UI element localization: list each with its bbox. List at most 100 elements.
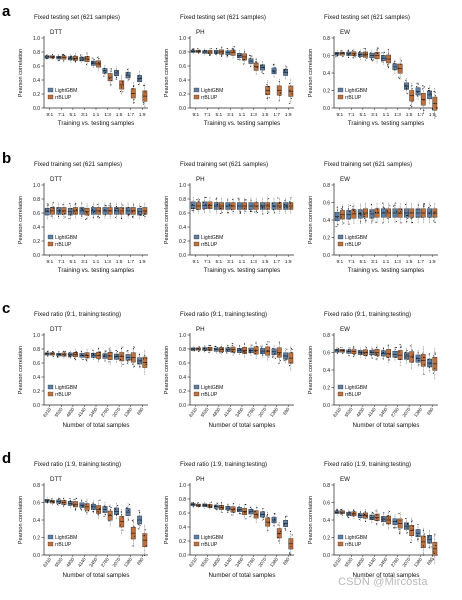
data-point: [104, 214, 106, 216]
data-point: [127, 214, 129, 216]
data-point: [348, 223, 350, 225]
data-point: [285, 358, 287, 360]
data-point: [364, 520, 367, 522]
x-axis-title: Training vs. testing samples: [204, 120, 280, 127]
data-point: [242, 58, 244, 61]
data-point: [137, 83, 139, 86]
data-point: [335, 53, 337, 55]
data-point: [363, 216, 365, 218]
x-tick-label: 2070: [257, 556, 267, 568]
data-point: [359, 56, 361, 58]
rrblup-box: [288, 197, 294, 215]
data-point: [91, 62, 93, 65]
data-point: [103, 67, 105, 69]
lightgbm-box: [236, 50, 242, 61]
data-point: [98, 61, 100, 64]
data-point: [256, 61, 258, 63]
data-point: [105, 506, 107, 508]
data-point: [422, 530, 424, 532]
data-point: [266, 515, 268, 517]
lightgbm-box: [114, 66, 119, 80]
rrblup-box: [207, 47, 213, 56]
data-point: [416, 82, 418, 84]
lightgbm-box: [427, 202, 433, 224]
data-point: [191, 204, 194, 206]
data-point: [245, 210, 247, 212]
data-point: [133, 210, 135, 212]
data-point: [289, 552, 291, 554]
x-tick-label: 9:1: [336, 259, 343, 265]
rrblup-box: [207, 197, 213, 214]
legend-swatch-lightgbm: [193, 534, 200, 540]
data-point: [198, 201, 200, 203]
y-tick-label: 0.8: [179, 197, 186, 203]
data-point: [347, 517, 349, 519]
data-point: [116, 355, 118, 357]
y-tick-label: 0.0: [33, 553, 40, 559]
data-point: [71, 208, 73, 210]
data-point: [228, 346, 230, 349]
data-point: [82, 355, 84, 357]
data-point: [143, 101, 145, 104]
rrblup-box: [420, 85, 426, 114]
data-point: [243, 58, 246, 61]
lightgbm-box: [213, 502, 219, 511]
rrblup-box: [119, 346, 125, 367]
data-point: [103, 515, 105, 517]
rrblup-box: [351, 48, 357, 59]
lightgbm-box: [271, 512, 277, 527]
data-point: [423, 356, 425, 358]
lightgbm-box: [283, 348, 289, 364]
y-tick-label: 0.0: [323, 553, 330, 559]
rrblup-box: [195, 502, 201, 509]
rrblup-box: [374, 202, 380, 224]
lightgbm-box: [90, 202, 96, 220]
data-point: [208, 344, 210, 347]
data-point: [375, 211, 377, 213]
data-point: [254, 61, 256, 63]
data-point: [231, 342, 233, 345]
legend-swatch-rrblup: [337, 94, 344, 100]
data-point: [353, 346, 355, 348]
legend-label-rrblup: rrBLUP: [201, 242, 218, 248]
data-point: [75, 209, 77, 211]
legend-swatch-rrblup: [47, 94, 54, 100]
lightgbm-box: [125, 349, 131, 365]
data-point: [398, 528, 400, 531]
data-point: [244, 51, 246, 53]
data-point: [114, 210, 117, 212]
lightgbm-box: [392, 202, 398, 224]
x-tick-label: 5:1: [360, 259, 367, 265]
x-tick-label: 4140: [77, 406, 87, 418]
figure-row-b: b Fixed training set (621 samples) DTT 0.0 0…: [2, 150, 438, 274]
data-point: [432, 551, 434, 553]
lightgbm-box: [202, 501, 208, 509]
data-point: [353, 211, 355, 213]
data-point: [285, 68, 287, 70]
data-point: [353, 512, 355, 514]
data-point: [132, 88, 134, 90]
data-point: [429, 216, 431, 219]
lightgbm-box: [357, 347, 363, 358]
data-point: [99, 217, 101, 219]
data-point: [63, 54, 65, 56]
data-point: [406, 522, 409, 524]
x-tick-label: 3:1: [81, 112, 88, 118]
data-point: [209, 506, 211, 508]
data-point: [433, 90, 435, 92]
data-point: [122, 207, 124, 209]
x-tick-label: 6210: [332, 556, 342, 568]
data-point: [348, 511, 350, 513]
data-point: [142, 103, 144, 105]
data-point: [421, 88, 423, 90]
y-tick-label: 0.2: [179, 539, 186, 545]
x-tick-label: 4140: [223, 556, 233, 568]
rrblup-box: [374, 344, 380, 361]
data-point: [109, 354, 111, 357]
y-tick-label: 0.4: [33, 78, 40, 84]
chart-panel-b-ew: Fixed training set (621 samples) EW 0.0 0.2…: [308, 161, 438, 274]
x-axis-title: Number of total samples: [352, 572, 419, 579]
data-point: [52, 55, 54, 57]
